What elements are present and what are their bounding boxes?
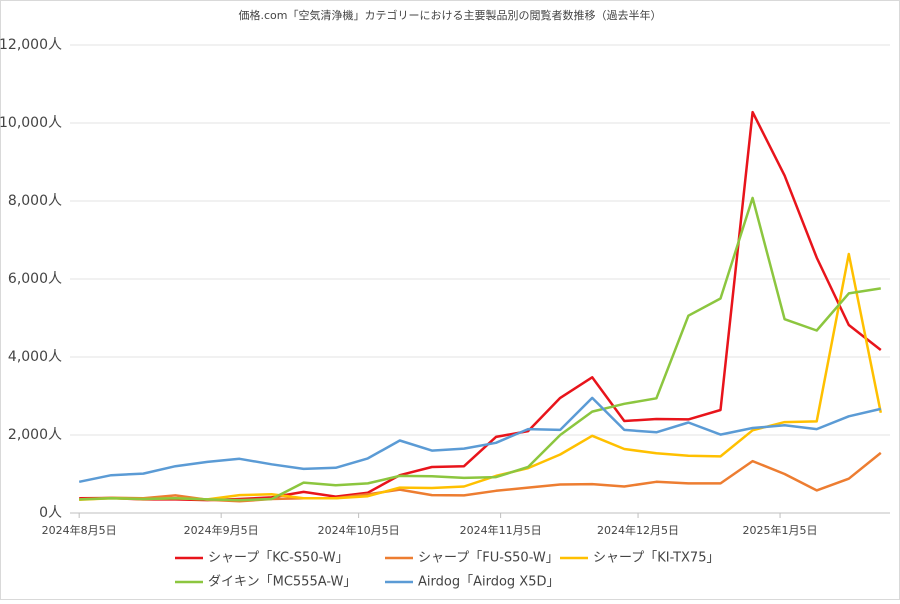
x-tick-label: 2025年1月5日 xyxy=(743,523,818,537)
legend-label: ダイキン「MC555A-W」 xyxy=(208,575,356,590)
x-tick-label: 2024年9月5日 xyxy=(184,523,259,537)
legend-label: シャープ「FU-S50-W」 xyxy=(418,551,559,566)
y-tick-label: 2,000人 xyxy=(8,427,62,443)
y-tick-label: 12,000人 xyxy=(0,37,62,53)
legend-label: Airdog「Airdog X5D」 xyxy=(418,575,559,590)
x-tick-label: 2024年11月5日 xyxy=(460,523,542,537)
y-tick-label: 6,000人 xyxy=(8,271,62,287)
x-tick-label: 2024年8月5日 xyxy=(42,523,117,537)
y-tick-label: 8,000人 xyxy=(8,193,62,209)
y-tick-label: 0人 xyxy=(39,505,62,521)
x-tick-label: 2024年12月5日 xyxy=(597,523,679,537)
chart-title: 価格.com「空気清浄機」カテゴリーにおける主要製品別の閲覧者数推移（過去半年） xyxy=(239,8,662,22)
y-tick-label: 4,000人 xyxy=(8,349,62,365)
series-line xyxy=(78,396,882,484)
series-line xyxy=(79,196,881,502)
legend-label: シャープ「KI-TX75」 xyxy=(593,551,719,566)
legend-label: シャープ「KC-S50-W」 xyxy=(208,551,349,566)
x-tick-label: 2024年10月5日 xyxy=(318,523,400,537)
y-tick-label: 10,000人 xyxy=(0,115,62,131)
